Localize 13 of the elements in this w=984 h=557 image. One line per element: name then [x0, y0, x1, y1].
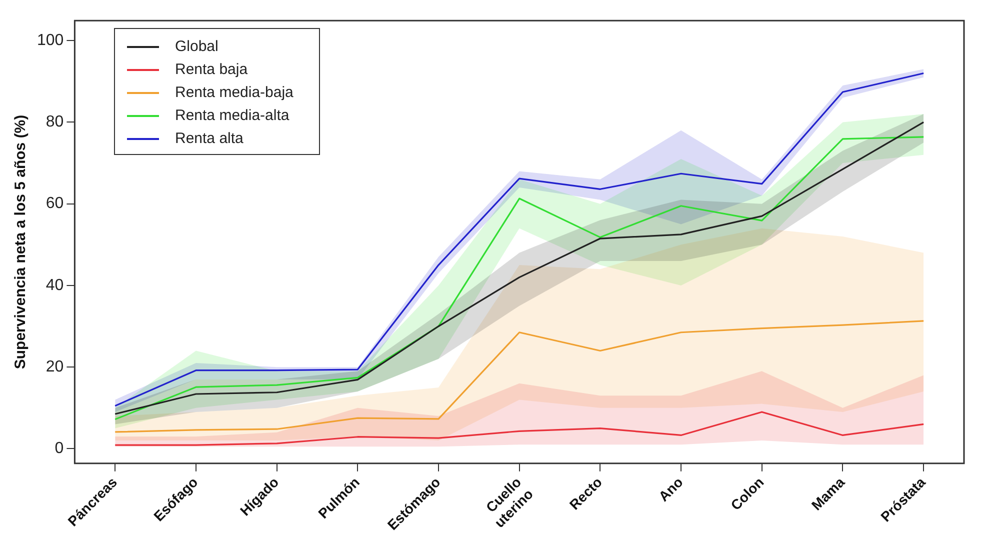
legend-label: Renta alta — [175, 129, 244, 149]
y-tick-label: 100 — [36, 32, 64, 50]
y-tick-label: 20 — [46, 358, 64, 376]
legend-label: Renta media-alta — [175, 106, 290, 126]
y-tick-label: 60 — [46, 195, 64, 212]
legend-label: Renta baja — [175, 60, 248, 80]
legend-label: Renta media-baja — [175, 83, 294, 103]
y-tick-label: 80 — [46, 114, 64, 131]
y-tick-label: 40 — [46, 276, 64, 294]
legend-label: Global — [175, 37, 218, 57]
y-tick-label: 0 — [54, 440, 64, 458]
y-axis-title: Supervivencia neta a los 5 años (%) — [12, 114, 30, 370]
x-tick-label: Ano — [655, 474, 686, 504]
